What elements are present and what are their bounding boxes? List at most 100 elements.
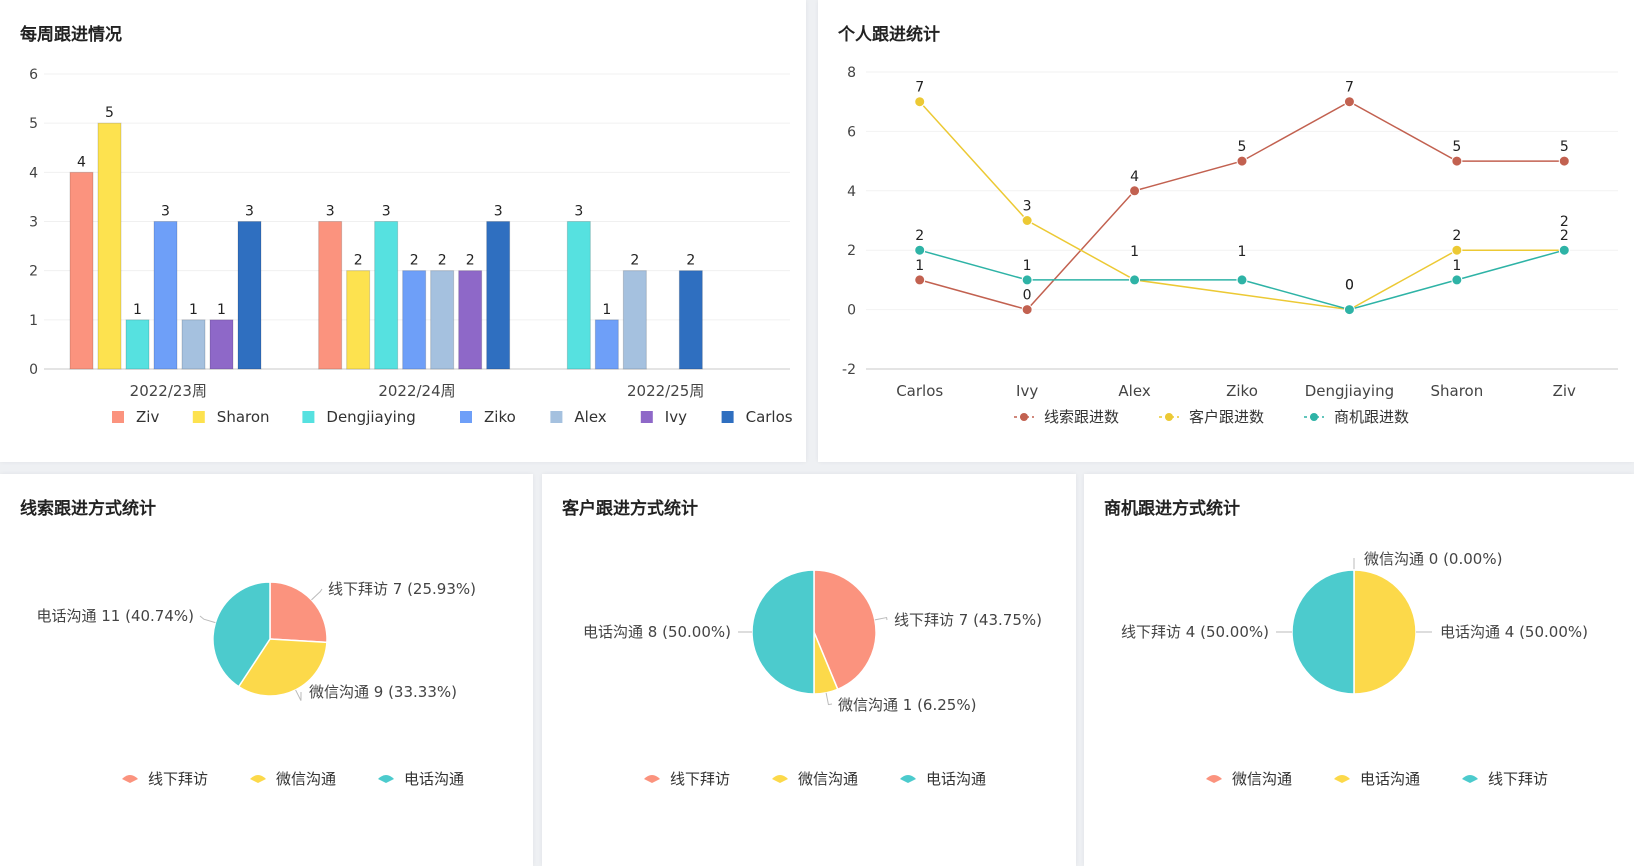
legend-icon bbox=[1462, 775, 1478, 783]
bar-data-label: 1 bbox=[217, 302, 226, 318]
legend-label: Ivy bbox=[665, 408, 687, 426]
legend-icon bbox=[772, 775, 788, 783]
legend-label: 电话沟通 bbox=[1360, 770, 1420, 788]
series-line-customer bbox=[919, 101, 1565, 311]
legend-icon bbox=[644, 775, 660, 783]
legend-icon bbox=[378, 775, 394, 783]
personal-title: 个人跟进统计 bbox=[838, 25, 940, 45]
legend-swatch bbox=[460, 411, 472, 423]
pie-leader-line bbox=[874, 616, 888, 621]
data-point-opportunity bbox=[1343, 304, 1355, 316]
pie-leader-line bbox=[199, 615, 216, 624]
x-tick-label: Ziko bbox=[1226, 382, 1258, 400]
pie-slice-label: 电话沟通 4 (50.00%) bbox=[1440, 623, 1588, 641]
legend-label: 商机跟进数 bbox=[1334, 408, 1409, 426]
legend-swatch bbox=[112, 411, 124, 423]
weekly-bar-chart: 0 1 2 3 4 5 6 2022/23周 4 5 1 3 1 1 3 2022/24周 3 2 3 2 2 2 3 202… bbox=[29, 67, 793, 426]
line-data-label: 5 bbox=[1560, 139, 1569, 155]
legend-label: Ziv bbox=[136, 408, 159, 426]
line-data-label: 2 bbox=[1452, 228, 1461, 244]
x-tick-label: Ivy bbox=[1016, 382, 1038, 400]
x-tick-label: Alex bbox=[1118, 382, 1150, 400]
legend-label: 电话沟通 bbox=[926, 770, 986, 788]
bar-data-label: 5 bbox=[105, 105, 114, 121]
opportunity-pie-chart: 微信沟通 0 (0.00%) 电话沟通 4 (50.00%) 线下拜访 4 (50.… bbox=[1121, 550, 1588, 788]
pie-slice bbox=[1353, 569, 1417, 695]
data-point-opportunity bbox=[1129, 274, 1141, 286]
y-tick-label: 0 bbox=[847, 303, 856, 319]
legend-label: 客户跟进数 bbox=[1189, 408, 1264, 426]
legend-label: 微信沟通 bbox=[1232, 770, 1292, 788]
line-data-label: 5 bbox=[1238, 139, 1247, 155]
pie-slice bbox=[269, 581, 328, 644]
data-point-clue bbox=[1558, 155, 1570, 167]
pie-slice-label: 电话沟通 8 (50.00%) bbox=[583, 623, 731, 641]
data-point-opportunity bbox=[1236, 274, 1248, 286]
personal-line-chart: -2 0 2 4 6 8 Carlos Ivy Alex Ziko Dengjiaying Sharo… bbox=[842, 65, 1618, 426]
data-point-customer bbox=[1021, 215, 1033, 226]
line-data-label: 3 bbox=[1023, 199, 1032, 215]
bar-ziko bbox=[153, 221, 178, 370]
y-tick-label: 2 bbox=[29, 264, 38, 280]
opportunity-pie-title: 商机跟进方式统计 bbox=[1104, 499, 1240, 519]
legend-icon bbox=[1334, 775, 1350, 783]
line-data-label: 5 bbox=[1452, 139, 1461, 155]
data-point-opportunity bbox=[1451, 274, 1463, 286]
x-tick-label: 2022/24周 bbox=[378, 382, 455, 400]
customer-pie-title: 客户跟进方式统计 bbox=[562, 499, 698, 519]
bar-carlos bbox=[237, 221, 262, 370]
bar-data-label: 2 bbox=[466, 253, 475, 269]
bar-ivy bbox=[209, 319, 234, 370]
line-data-label: 2 bbox=[915, 228, 924, 244]
data-point-clue bbox=[1343, 96, 1355, 108]
bar-data-label: 1 bbox=[133, 302, 142, 318]
pie-slice-label: 电话沟通 11 (40.74%) bbox=[36, 607, 194, 625]
legend-label: 微信沟通 bbox=[798, 770, 858, 788]
y-tick-label: 8 bbox=[847, 65, 856, 81]
bar-ziv bbox=[318, 221, 343, 370]
data-point-clue bbox=[1021, 304, 1033, 316]
y-tick-label: 6 bbox=[29, 67, 38, 83]
bar-dengjiaying bbox=[374, 221, 399, 370]
bar-ivy bbox=[458, 270, 483, 370]
customer-pie-chart: 线下拜访 7 (43.75%) 微信沟通 1 (6.25%) 电话沟通 8 (50.… bbox=[583, 569, 1042, 788]
bar-dengjiaying bbox=[566, 221, 591, 370]
legend-swatch bbox=[302, 411, 315, 423]
data-point-opportunity bbox=[914, 244, 926, 256]
legend-label: Sharon bbox=[217, 408, 270, 426]
legend-label: 微信沟通 bbox=[276, 770, 336, 788]
legend-swatch bbox=[640, 411, 653, 423]
legend-label: 线索跟进数 bbox=[1044, 408, 1119, 426]
pie-slice-label: 线下拜访 7 (25.93%) bbox=[328, 580, 476, 598]
bar-data-label: 2 bbox=[686, 253, 695, 269]
legend-label: Carlos bbox=[746, 408, 793, 426]
bar-data-label: 3 bbox=[494, 204, 503, 220]
line-data-label: 7 bbox=[1345, 80, 1354, 96]
legend-marker bbox=[1020, 413, 1028, 421]
bar-sharon bbox=[97, 122, 122, 370]
data-point-clue bbox=[1451, 155, 1463, 167]
y-tick-label: 5 bbox=[29, 116, 38, 132]
line-data-label: 1 bbox=[1023, 258, 1032, 274]
data-point-clue bbox=[1129, 185, 1141, 197]
bar-alex bbox=[622, 270, 647, 370]
line-data-label: 2 bbox=[1560, 228, 1569, 244]
y-tick-label: -2 bbox=[842, 362, 856, 378]
y-tick-label: 3 bbox=[29, 215, 38, 231]
weekly-title: 每周跟进情况 bbox=[20, 25, 122, 45]
weekly-panel: 每周跟进情况 0 1 2 3 4 5 6 2022/23周 4 5 1 3 1 1 3 2022/24周 3 2 3… bbox=[0, 0, 806, 462]
clue-pie-chart: 线下拜访 7 (25.93%) 微信沟通 9 (33.33%) 电话沟通 11 (4… bbox=[36, 580, 476, 788]
bar-carlos bbox=[678, 270, 703, 370]
legend-label: 线下拜访 bbox=[670, 770, 730, 788]
pie-slice bbox=[1291, 569, 1355, 695]
bar-alex bbox=[430, 270, 455, 370]
bar-alex bbox=[181, 319, 206, 370]
bar-data-label: 1 bbox=[602, 302, 611, 318]
bar-data-label: 3 bbox=[326, 204, 335, 220]
bar-data-label: 2 bbox=[354, 253, 363, 269]
x-tick-label: 2022/25周 bbox=[627, 382, 704, 400]
y-tick-label: 4 bbox=[29, 165, 38, 181]
bar-ziko bbox=[402, 270, 427, 370]
bar-data-label: 3 bbox=[382, 204, 391, 220]
legend-swatch bbox=[192, 411, 205, 423]
